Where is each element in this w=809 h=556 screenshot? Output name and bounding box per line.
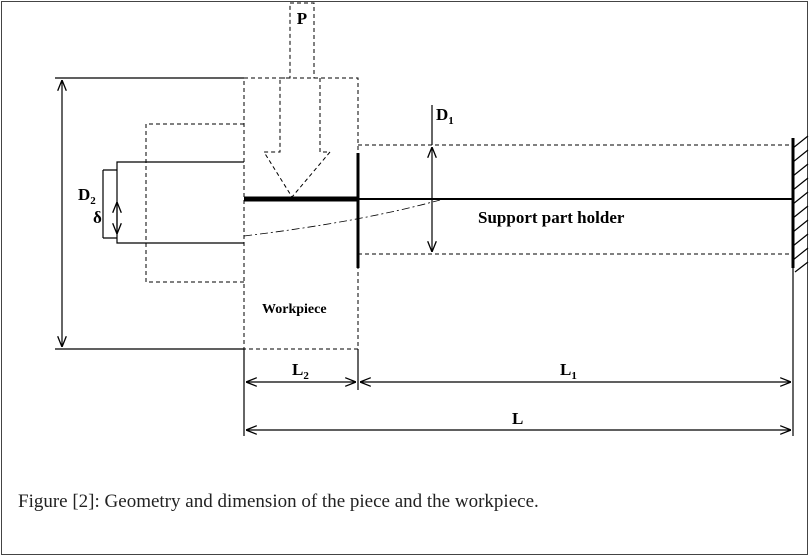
wall — [791, 135, 809, 273]
dimensions — [55, 77, 794, 436]
label-d1: D1 — [436, 105, 454, 127]
label-delta: δ — [93, 208, 102, 227]
caption: Figure [2]: Geometry and dimension of th… — [18, 491, 539, 512]
label-l1: L1 — [560, 360, 577, 382]
label-l: L — [512, 409, 523, 428]
label-workpiece: Workpiece — [262, 302, 327, 317]
label-support: Support part holder — [478, 208, 625, 227]
label-d2: D2 — [78, 185, 96, 207]
label-l2: L2 — [292, 360, 309, 382]
load-arrow — [263, 2, 332, 198]
holder-outline — [358, 144, 793, 255]
label-p: P — [297, 9, 307, 28]
